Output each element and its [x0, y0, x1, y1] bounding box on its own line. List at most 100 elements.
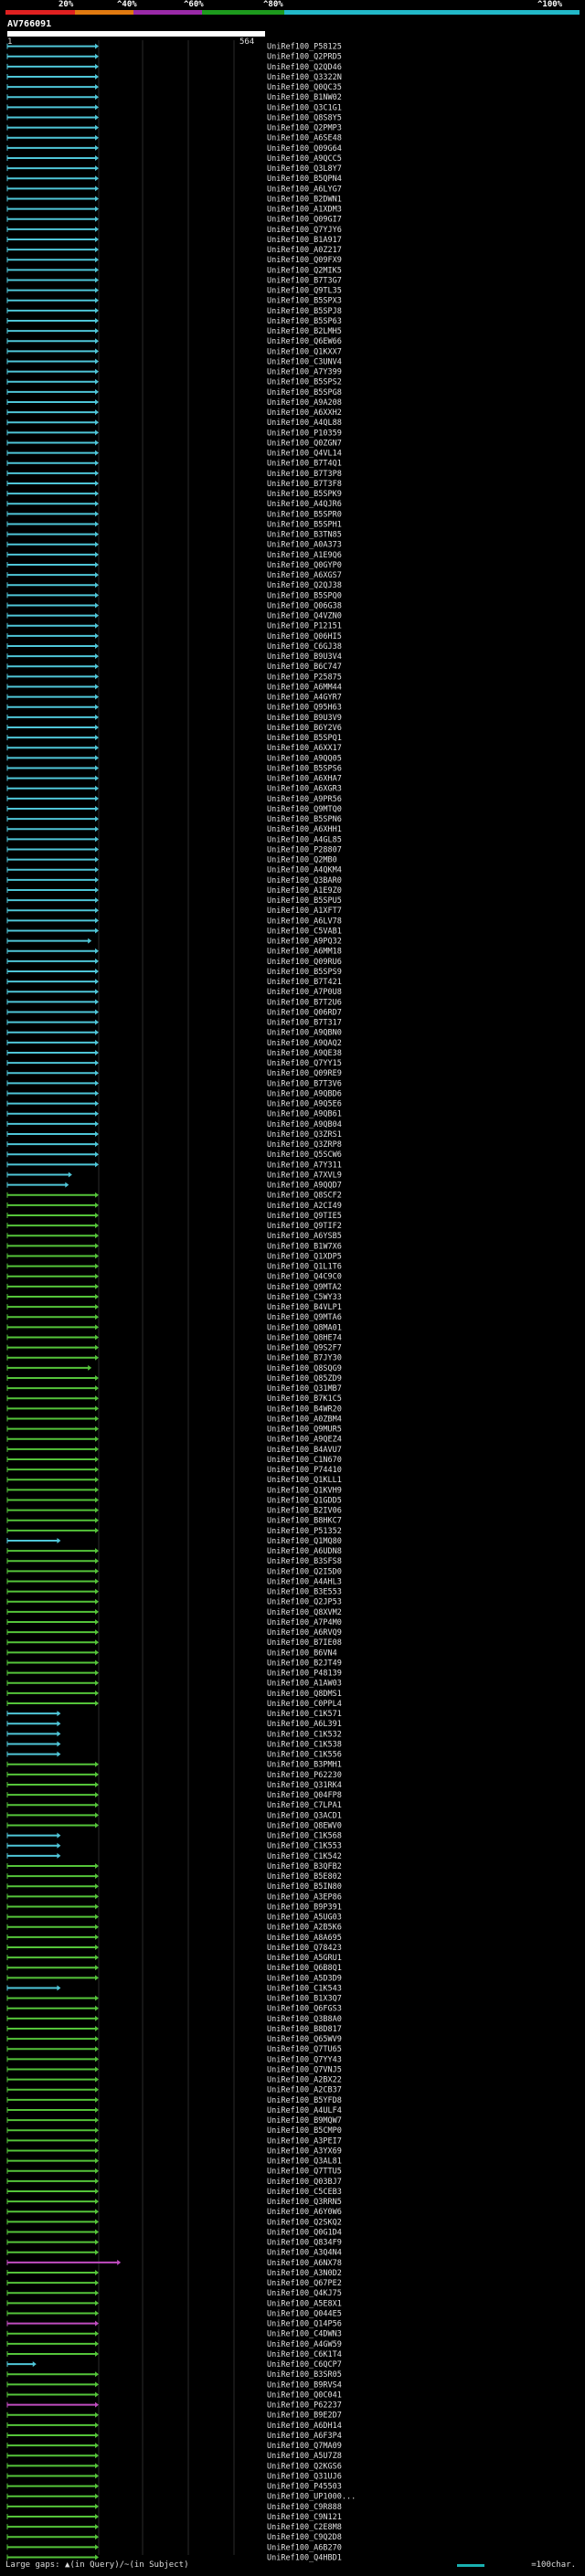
hit-label[interactable]: UniRef100_A9QE38 [267, 1049, 342, 1058]
hit-label[interactable]: UniRef100_Q1KLL1 [267, 1476, 342, 1485]
hit-label[interactable]: UniRef100_B7T421 [267, 978, 342, 987]
hit-row[interactable]: UniRef100_A9Q5E6 [6, 1100, 342, 1109]
hit-label[interactable]: UniRef100_C1N670 [267, 1456, 342, 1465]
hit-row[interactable]: UniRef100_A2BX22 [6, 2076, 342, 2085]
hit-label[interactable]: UniRef100_A2CI49 [267, 1202, 342, 1211]
hit-label[interactable]: UniRef100_C1K556 [267, 1751, 342, 1760]
hit-row[interactable]: UniRef100_C3UNV4 [6, 357, 342, 366]
hit-label[interactable]: UniRef100_B2LMH5 [267, 327, 342, 336]
hit-row[interactable]: UniRef100_Q9TIF2 [6, 1222, 342, 1231]
hit-row[interactable]: UniRef100_A9PR56 [6, 795, 342, 804]
hit-label[interactable]: UniRef100_A1XDM3 [267, 206, 342, 215]
hit-row[interactable]: UniRef100_B7T2U6 [6, 998, 342, 1007]
hit-row[interactable]: UniRef100_B2JT49 [6, 1659, 342, 1668]
hit-label[interactable]: UniRef100_A8A695 [267, 1934, 342, 1943]
hit-label[interactable]: UniRef100_A6LV78 [267, 917, 342, 926]
hit-label[interactable]: UniRef100_A4ULF4 [267, 2106, 342, 2115]
hit-row[interactable]: UniRef100_B5CMP0 [6, 2126, 342, 2136]
hit-row[interactable]: UniRef100_A6B270 [6, 2543, 342, 2552]
hit-label[interactable]: UniRef100_B5SPS6 [267, 764, 342, 773]
hit-row[interactable]: UniRef100_C6K1T4 [6, 2350, 342, 2359]
hit-row[interactable]: UniRef100_Q0GYP0 [6, 561, 342, 570]
hit-label[interactable]: UniRef100_A9QBD6 [267, 1089, 342, 1098]
hit-label[interactable]: UniRef100_Q8SQG9 [267, 1364, 342, 1373]
hit-row[interactable]: UniRef100_B9U3V4 [6, 652, 342, 662]
hit-label[interactable]: UniRef100_A6RVQ9 [267, 1628, 342, 1638]
hit-label[interactable]: UniRef100_Q09G64 [267, 144, 342, 154]
hit-row[interactable]: UniRef100_Q4VL14 [6, 450, 342, 459]
hit-label[interactable]: UniRef100_Q8DMS1 [267, 1690, 342, 1699]
hit-label[interactable]: UniRef100_Q4VL14 [267, 450, 342, 459]
hit-row[interactable]: UniRef100_Q9S2F7 [6, 1344, 342, 1353]
hit-row[interactable]: UniRef100_A9PQ32 [6, 938, 342, 947]
hit-row[interactable]: UniRef100_A1XDM3 [6, 206, 342, 215]
hit-row[interactable]: UniRef100_B5SPR0 [6, 510, 342, 519]
hit-row[interactable]: UniRef100_Q8DMS1 [6, 1690, 342, 1699]
hit-label[interactable]: UniRef100_Q9TIF2 [267, 1222, 342, 1231]
hit-row[interactable]: UniRef100_A6DH14 [6, 2422, 342, 2431]
hit-label[interactable]: UniRef100_A4GYR7 [267, 694, 342, 703]
hit-label[interactable]: UniRef100_B7IE08 [267, 1638, 342, 1648]
hit-label[interactable]: UniRef100_Q09GI7 [267, 216, 342, 225]
hit-label[interactable]: UniRef100_C1K553 [267, 1842, 342, 1851]
hit-row[interactable]: UniRef100_Q2KGS6 [6, 2462, 342, 2471]
hit-label[interactable]: UniRef100_A9A208 [267, 398, 342, 408]
hit-row[interactable]: UniRef100_A4QKM4 [6, 866, 342, 875]
hit-row[interactable]: UniRef100_P62230 [6, 1771, 342, 1780]
hit-row[interactable]: UniRef100_A3PEI7 [6, 2136, 342, 2146]
hit-label[interactable]: UniRef100_P10359 [267, 429, 342, 438]
hit-label[interactable]: UniRef100_P25875 [267, 673, 342, 682]
hit-row[interactable]: UniRef100_A4GW59 [6, 2340, 342, 2349]
hit-row[interactable]: UniRef100_P74410 [6, 1466, 342, 1475]
hit-row[interactable]: UniRef100_B5IN80 [6, 1882, 342, 1892]
hit-row[interactable]: UniRef100_B4WR20 [6, 1405, 342, 1414]
hit-label[interactable]: UniRef100_Q65WV9 [267, 2035, 342, 2044]
hit-label[interactable]: UniRef100_A7P4M0 [267, 1618, 342, 1627]
hit-label[interactable]: UniRef100_B4WR20 [267, 1405, 342, 1414]
hit-row[interactable]: UniRef100_Q4KJ75 [6, 2289, 342, 2298]
hit-label[interactable]: UniRef100_B5SPR0 [267, 510, 342, 519]
hit-row[interactable]: UniRef100_Q2JP53 [6, 1598, 342, 1607]
hit-row[interactable]: UniRef100_B5SPQ1 [6, 734, 342, 743]
hit-row[interactable]: UniRef100_C9R888 [6, 2503, 342, 2512]
hit-label[interactable]: UniRef100_A4QJR6 [267, 500, 342, 509]
hit-row[interactable]: UniRef100_A6MM44 [6, 683, 342, 692]
hit-row[interactable]: UniRef100_P62237 [6, 2401, 342, 2411]
hit-row[interactable]: UniRef100_A6L391 [6, 1720, 342, 1729]
hit-row[interactable]: UniRef100_Q06RD7 [6, 1008, 342, 1017]
hit-label[interactable]: UniRef100_C0PPL4 [267, 1700, 342, 1709]
hit-label[interactable]: UniRef100_UP1000... [267, 2493, 356, 2502]
hit-row[interactable]: UniRef100_Q4C9C0 [6, 1273, 342, 1282]
hit-row[interactable]: UniRef100_C1K571 [6, 1710, 342, 1719]
hit-row[interactable]: UniRef100_P58125 [6, 43, 342, 52]
hit-row[interactable]: UniRef100_A3EP86 [6, 1892, 342, 1902]
hit-row[interactable]: UniRef100_A9QQD7 [6, 1182, 342, 1191]
hit-row[interactable]: UniRef100_A8A695 [6, 1934, 342, 1943]
hit-label[interactable]: UniRef100_B7T3P8 [267, 470, 342, 479]
hit-row[interactable]: UniRef100_Q31MB7 [6, 1384, 342, 1394]
hit-label[interactable]: UniRef100_B1X3Q7 [267, 1995, 342, 2004]
hit-label[interactable]: UniRef100_A9QAQ2 [267, 1039, 342, 1048]
hit-label[interactable]: UniRef100_B2DWN1 [267, 195, 342, 204]
hit-label[interactable]: UniRef100_Q9TL35 [267, 287, 342, 296]
hit-label[interactable]: UniRef100_B3E553 [267, 1588, 342, 1597]
hit-row[interactable]: UniRef100_A9QB04 [6, 1120, 342, 1129]
hit-label[interactable]: UniRef100_Q7TTU5 [267, 2168, 342, 2177]
hit-label[interactable]: UniRef100_P48139 [267, 1670, 342, 1679]
hit-label[interactable]: UniRef100_Q8XVM2 [267, 1608, 342, 1617]
hit-row[interactable]: UniRef100_Q8EWV0 [6, 1821, 342, 1830]
hit-row[interactable]: UniRef100_UP1000... [6, 2493, 356, 2502]
hit-label[interactable]: UniRef100_B5SPQ1 [267, 734, 342, 743]
hit-label[interactable]: UniRef100_B1A917 [267, 236, 342, 245]
hit-row[interactable]: UniRef100_Q834F9 [6, 2239, 342, 2248]
hit-label[interactable]: UniRef100_Q2QD46 [267, 63, 342, 72]
hit-row[interactable]: UniRef100_A6NX78 [6, 2259, 342, 2268]
hit-row[interactable]: UniRef100_Q3ZRP8 [6, 1140, 342, 1150]
hit-row[interactable]: UniRef100_Q09RE9 [6, 1069, 342, 1078]
hit-label[interactable]: UniRef100_A9QEZ4 [267, 1436, 342, 1445]
hit-row[interactable]: UniRef100_A3Q4N4 [6, 2249, 342, 2258]
hit-label[interactable]: UniRef100_C7LPA1 [267, 1801, 342, 1810]
hit-row[interactable]: UniRef100_C1K553 [6, 1842, 342, 1851]
hit-label[interactable]: UniRef100_Q03BJ7 [267, 2178, 342, 2187]
hit-label[interactable]: UniRef100_Q8MA01 [267, 1323, 342, 1332]
